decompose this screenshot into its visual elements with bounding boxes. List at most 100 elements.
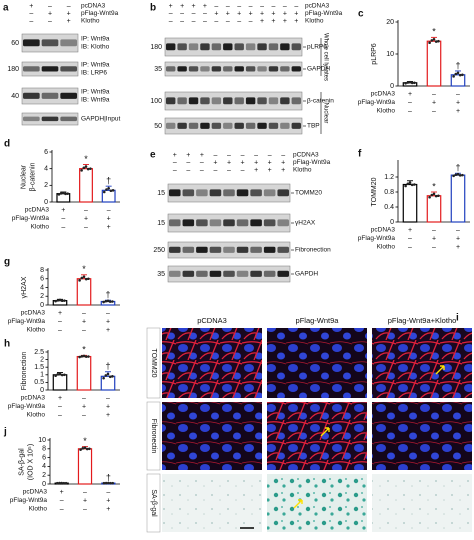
lane-sign: – (249, 18, 253, 25)
condition-sign: – (408, 99, 412, 106)
data-dot (452, 75, 455, 78)
condition-label: pcDNA3 (23, 489, 48, 496)
blot-band (182, 219, 195, 227)
data-dot (80, 276, 84, 280)
data-dot (64, 481, 68, 485)
lane-sign: – (192, 10, 196, 17)
blot-band (169, 219, 181, 227)
data-dot (85, 447, 89, 451)
condition-sign: + (456, 99, 460, 106)
data-dot (81, 447, 85, 450)
data-dot (454, 72, 458, 76)
bar (52, 374, 68, 391)
data-dot (428, 41, 431, 45)
lane-sign: – (214, 18, 218, 25)
data-dot (104, 481, 108, 485)
condition-sign: – (83, 506, 87, 513)
blot-band (23, 92, 40, 99)
lane-sign: + (227, 159, 231, 166)
lane-sign: + (180, 3, 184, 10)
data-dot (62, 481, 66, 485)
data-dot (107, 186, 110, 190)
data-dot (63, 373, 66, 377)
condition-sign: + (82, 318, 86, 325)
lane-sign: + (67, 18, 71, 25)
blot-band (196, 219, 208, 227)
data-dot (59, 192, 63, 195)
condition-label: pFlag-Wnt9a (305, 10, 343, 17)
lane-sign: + (281, 159, 285, 166)
molecular-weight: 100 (150, 98, 162, 105)
y-tick-label: 0.5 (34, 379, 44, 386)
y-tick-label: 0 (390, 219, 394, 226)
y-tick-label: 0 (40, 387, 44, 394)
blot-band (277, 246, 289, 253)
condition-sign: + (107, 224, 111, 231)
lane-sign: – (213, 152, 217, 159)
blot-band (268, 43, 279, 51)
bar (426, 40, 442, 87)
data-dot (82, 166, 86, 170)
data-dot (84, 277, 88, 281)
lane-sign: – (260, 3, 264, 10)
lane-sign: – (254, 152, 258, 159)
lane-sign: – (186, 167, 190, 174)
blot-band (245, 43, 256, 51)
bar (76, 355, 92, 391)
condition-label: pCDNA3 (293, 152, 319, 159)
micrograph (267, 474, 367, 532)
blot-band (257, 97, 267, 105)
blot-band (169, 270, 181, 277)
data-dot (82, 354, 86, 358)
condition-sign: + (106, 506, 110, 513)
significance-mark: † (106, 176, 111, 186)
row-label: TOMM20 (150, 348, 157, 377)
bar (426, 195, 442, 223)
data-dot (58, 298, 62, 302)
lane-sign: + (271, 18, 275, 25)
arrow (435, 365, 445, 375)
condition-sign: – (58, 403, 62, 410)
significance-mark: † (455, 163, 460, 173)
blot-band (268, 122, 279, 129)
strip-label: TBP (307, 123, 320, 130)
y-axis-label: SA-β-gal (18, 448, 25, 476)
blot-band (209, 270, 222, 277)
panel-letter: d (4, 139, 10, 150)
y-tick-label: 4 (44, 166, 48, 173)
condition-label: pFlag-Wnt9a (10, 497, 48, 504)
data-dot (102, 190, 106, 194)
lane-sign: + (254, 167, 258, 174)
blot-band (60, 66, 77, 72)
strip-label: IP: Wnt9a (81, 62, 110, 69)
y-axis-label: γH2AX (21, 276, 28, 298)
blot-band (234, 97, 244, 105)
micrograph (267, 328, 367, 398)
blot-band (182, 270, 195, 277)
data-dot (410, 183, 414, 187)
lane-sign: + (241, 159, 245, 166)
condition-sign: – (58, 412, 62, 419)
blot-band (223, 43, 233, 51)
condition-sign: + (58, 310, 62, 317)
data-dot (58, 372, 62, 375)
condition-sign: + (456, 235, 460, 242)
micrograph (162, 402, 262, 470)
row-label-box (146, 327, 161, 399)
lane-sign: + (200, 152, 204, 159)
blot-band (245, 122, 256, 129)
blot-band (211, 97, 222, 105)
significance-mark: * (83, 436, 87, 446)
data-dot (63, 299, 66, 302)
condition-sign: + (83, 497, 87, 504)
condition-sign: + (106, 403, 110, 410)
blot-band (234, 66, 244, 72)
lane-sign: + (226, 10, 230, 17)
data-dot (105, 188, 108, 191)
lane-sign: + (268, 167, 272, 174)
strip-label: pLRP6 (307, 44, 327, 51)
blot-band (291, 97, 301, 105)
condition-sign: – (82, 310, 86, 317)
blot-band (280, 122, 290, 129)
blot-band (236, 189, 249, 197)
